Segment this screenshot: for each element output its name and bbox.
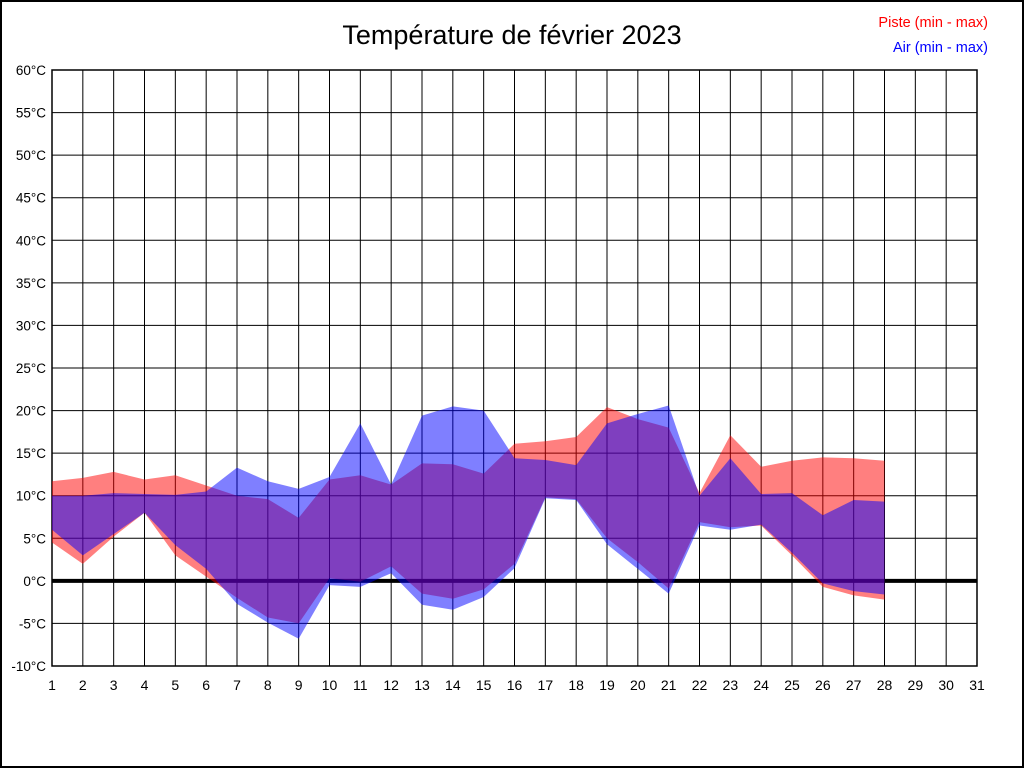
svg-text:45°C: 45°C xyxy=(16,191,46,206)
svg-text:21: 21 xyxy=(661,677,677,693)
svg-text:3: 3 xyxy=(110,677,118,693)
svg-text:4: 4 xyxy=(141,677,149,693)
svg-text:2: 2 xyxy=(79,677,87,693)
svg-text:20°C: 20°C xyxy=(16,404,46,419)
svg-text:15: 15 xyxy=(476,677,492,693)
svg-text:22: 22 xyxy=(692,677,708,693)
svg-text:17: 17 xyxy=(538,677,554,693)
svg-text:28: 28 xyxy=(877,677,893,693)
svg-text:26: 26 xyxy=(815,677,831,693)
svg-text:7: 7 xyxy=(233,677,241,693)
svg-text:30: 30 xyxy=(938,677,954,693)
legend-item-air: Air (min - max) xyxy=(892,40,988,56)
svg-text:-10°C: -10°C xyxy=(11,659,46,674)
svg-text:16: 16 xyxy=(507,677,523,693)
svg-text:50°C: 50°C xyxy=(16,148,46,163)
legend: Piste (min - max) Air (min - max) xyxy=(878,11,988,61)
svg-text:9: 9 xyxy=(295,677,303,693)
svg-text:60°C: 60°C xyxy=(16,63,46,78)
svg-text:14: 14 xyxy=(445,677,461,693)
svg-text:40°C: 40°C xyxy=(16,233,46,248)
svg-text:23: 23 xyxy=(723,677,739,693)
legend-item-piste: Piste (min - max) xyxy=(878,15,988,31)
svg-text:27: 27 xyxy=(846,677,862,693)
svg-text:0°C: 0°C xyxy=(23,574,46,589)
svg-text:-5°C: -5°C xyxy=(19,616,46,631)
svg-text:11: 11 xyxy=(353,677,368,693)
svg-text:12: 12 xyxy=(383,677,399,693)
svg-text:35°C: 35°C xyxy=(16,276,46,291)
svg-text:6: 6 xyxy=(202,677,210,693)
svg-text:8: 8 xyxy=(264,677,272,693)
chart-title: Température de février 2023 xyxy=(342,20,682,50)
svg-text:24: 24 xyxy=(753,677,769,693)
svg-text:20: 20 xyxy=(630,677,646,693)
svg-text:31: 31 xyxy=(969,677,985,693)
svg-text:19: 19 xyxy=(599,677,615,693)
svg-text:15°C: 15°C xyxy=(16,446,46,461)
svg-text:5°C: 5°C xyxy=(23,531,46,546)
svg-text:25: 25 xyxy=(784,677,800,693)
svg-text:10: 10 xyxy=(322,677,338,693)
svg-text:13: 13 xyxy=(414,677,430,693)
svg-text:30°C: 30°C xyxy=(16,318,46,333)
svg-text:25°C: 25°C xyxy=(16,361,46,376)
svg-text:10°C: 10°C xyxy=(16,489,46,504)
svg-text:1: 1 xyxy=(48,677,56,693)
svg-text:55°C: 55°C xyxy=(16,106,46,121)
svg-text:5: 5 xyxy=(171,677,179,693)
svg-text:29: 29 xyxy=(908,677,924,693)
svg-text:18: 18 xyxy=(568,677,584,693)
